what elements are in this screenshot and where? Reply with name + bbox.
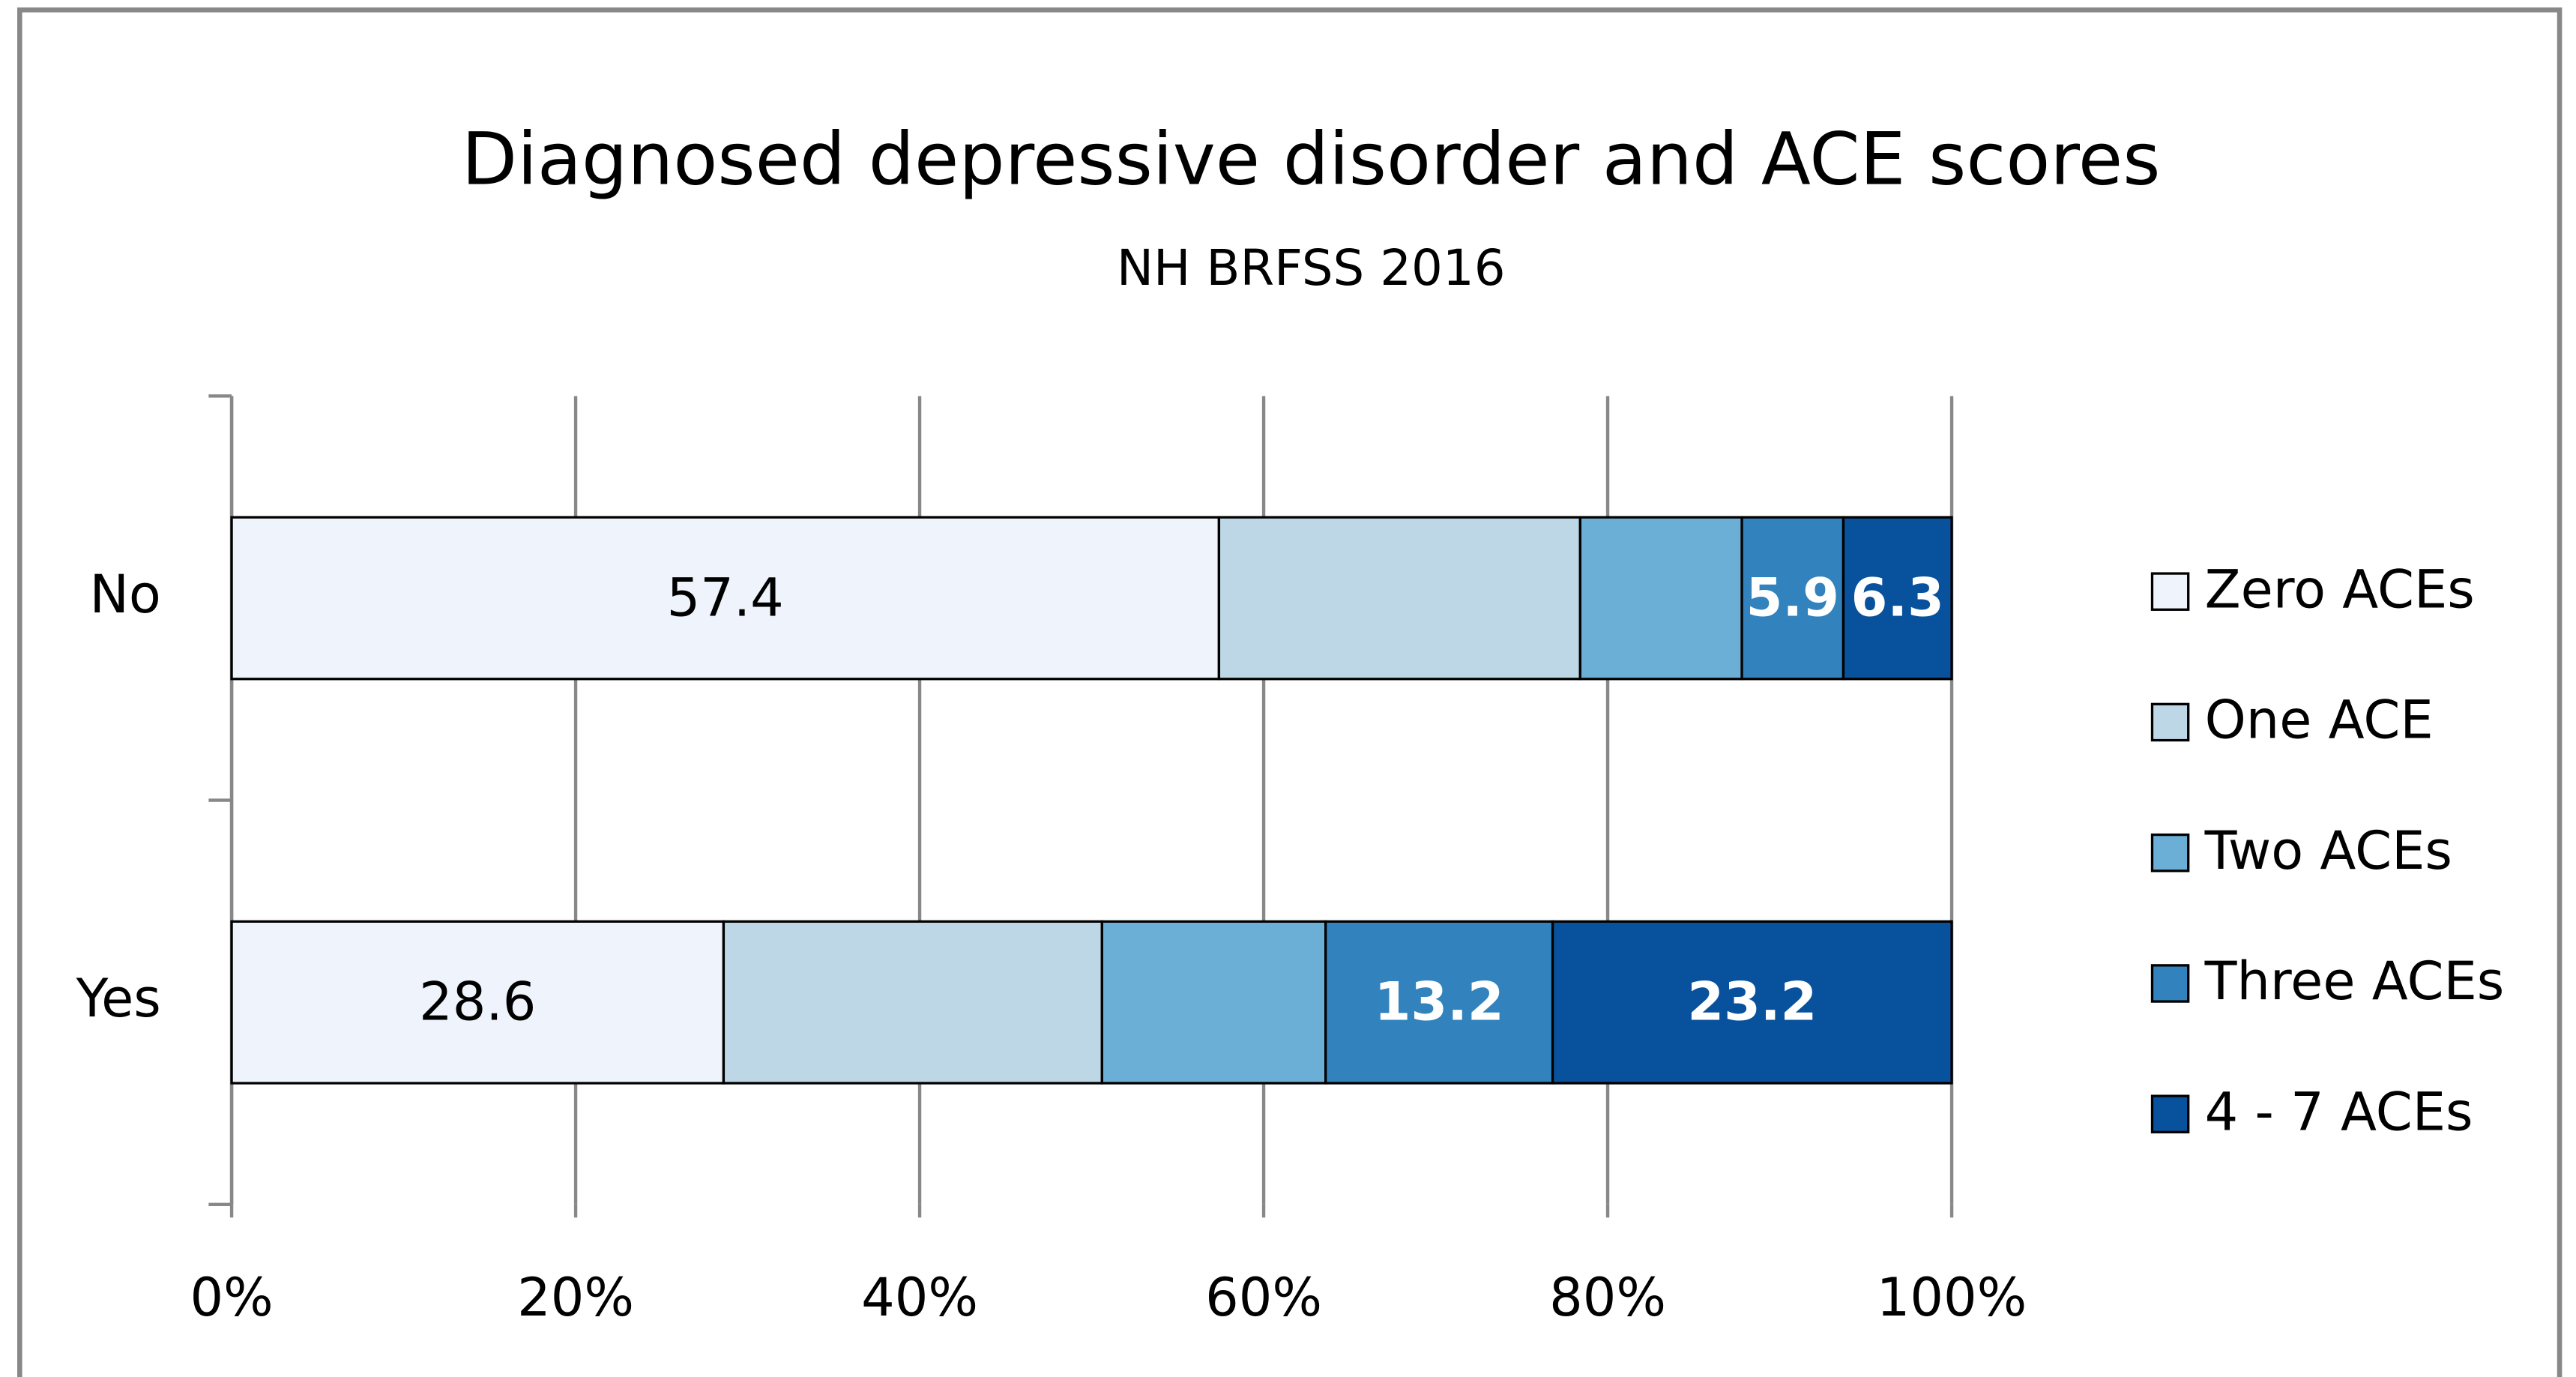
x-tick-label: 100% [1877,1267,2027,1328]
legend-label: Two ACEs [2204,820,2452,882]
legend-label: 4 - 7 ACEs [2205,1081,2473,1142]
x-tick-label: 60% [1205,1267,1322,1328]
bar-segment [1578,516,1743,681]
data-label: 13.2 [1375,971,1504,1033]
legend-swatch [2150,833,2190,873]
legend-label: One ACE [2205,690,2434,751]
bar-segment [1100,920,1327,1085]
bar-segment [1324,920,1554,1085]
bar-segment [722,920,1103,1085]
chart-subtitle: NH BRFSS 2016 [1117,239,1506,297]
bar-segment [1740,516,1845,681]
y-tick-label: Yes [76,968,161,1029]
legend-label: Three ACEs [2204,950,2505,1012]
data-label: 28.6 [419,971,536,1033]
x-tick-label: 20% [517,1267,634,1328]
x-tick-label: 0% [190,1267,273,1328]
chart-title: Diagnosed depressive disorder and ACE sc… [462,117,2161,202]
legend-swatch [2150,1094,2190,1133]
legend-swatch [2150,702,2190,742]
data-label: 23.2 [1687,971,1817,1033]
x-tick-label: 80% [1549,1267,1666,1328]
data-label: 5.9 [1746,567,1839,628]
x-tick-label: 40% [861,1267,978,1328]
bar-segment [230,516,1221,681]
y-tick-label: No [89,564,160,625]
data-label: 57.4 [667,567,784,628]
bar-segment [1217,516,1581,681]
data-label: 6.3 [1851,567,1944,628]
chart-border [17,7,2563,1377]
legend-swatch [2150,572,2190,611]
bar-segment [1841,516,1953,681]
bar-segment [1551,920,1953,1085]
bar-segment [230,920,726,1085]
legend-swatch [2150,964,2190,1003]
legend-label: Zero ACEs [2205,558,2475,620]
